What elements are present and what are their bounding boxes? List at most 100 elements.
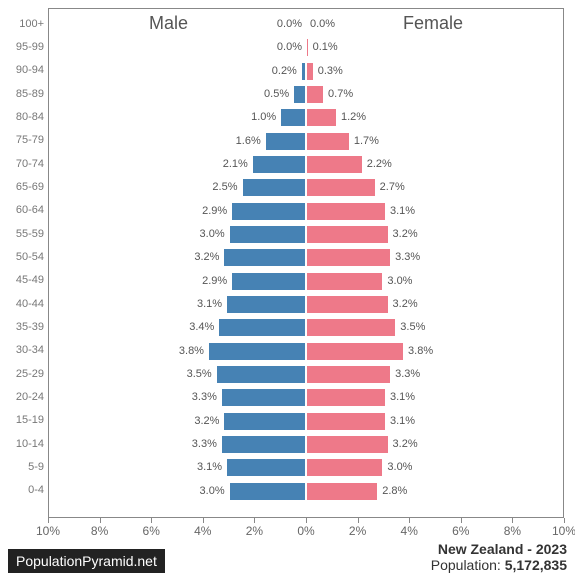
female-pct-label: 0.7% bbox=[328, 88, 353, 100]
age-group-label: 15-19 bbox=[0, 414, 44, 426]
x-tick-label: 6% bbox=[452, 524, 469, 538]
pyramid-row: 2.1% 2.2% bbox=[49, 153, 563, 176]
age-group-label: 45-49 bbox=[0, 274, 44, 286]
female-pct-label: 3.1% bbox=[390, 391, 415, 403]
male-pct-label: 2.9% bbox=[202, 205, 227, 217]
age-group-label: 80-84 bbox=[0, 111, 44, 123]
male-bar bbox=[231, 202, 306, 221]
female-pct-label: 2.2% bbox=[367, 158, 392, 170]
age-group-label: 60-64 bbox=[0, 204, 44, 216]
source-badge[interactable]: PopulationPyramid.net bbox=[8, 549, 165, 573]
age-group-label: 85-89 bbox=[0, 88, 44, 100]
x-tick-mark bbox=[409, 518, 410, 523]
age-group-label: 40-44 bbox=[0, 298, 44, 310]
male-bar bbox=[231, 272, 306, 291]
population-label: Population: bbox=[431, 557, 505, 573]
female-pct-label: 3.3% bbox=[395, 368, 420, 380]
pyramid-row: 3.8%3.8% bbox=[49, 340, 563, 363]
pyramid-rows: 0.0% 0.0% 0.0%0.1%0.2%0.3% 0.5% 0.7% 1.0% 1.2%… bbox=[49, 13, 563, 503]
x-tick-label: 10% bbox=[552, 524, 575, 538]
female-bar bbox=[306, 365, 391, 384]
male-bar bbox=[229, 482, 306, 501]
male-pct-label: 0.2% bbox=[272, 65, 297, 77]
female-bar bbox=[306, 85, 324, 104]
age-group-label: 20-24 bbox=[0, 391, 44, 403]
female-bar bbox=[306, 412, 386, 431]
x-tick-mark bbox=[48, 518, 49, 523]
male-pct-label: 3.0% bbox=[200, 228, 225, 240]
pyramid-row: 0.0%0.1% bbox=[49, 36, 563, 59]
female-bar bbox=[306, 388, 386, 407]
x-tick-label: 0% bbox=[297, 524, 314, 538]
pyramid-row: 3.4% 3.5% bbox=[49, 316, 563, 339]
male-pct-label: 3.3% bbox=[192, 391, 217, 403]
pyramid-row: 3.0% 2.8% bbox=[49, 480, 563, 503]
pyramid-row: 3.1%3.0% bbox=[49, 456, 563, 479]
male-bar bbox=[223, 412, 306, 431]
x-tick-label: 2% bbox=[349, 524, 366, 538]
age-group-label: 90-94 bbox=[0, 64, 44, 76]
female-pct-label: 0.0% bbox=[310, 18, 335, 30]
x-tick-label: 8% bbox=[91, 524, 108, 538]
x-tick-mark bbox=[100, 518, 101, 523]
age-group-label: 10-14 bbox=[0, 438, 44, 450]
age-group-label: 5-9 bbox=[0, 461, 44, 473]
male-pct-label: 2.1% bbox=[223, 158, 248, 170]
male-bar bbox=[216, 365, 306, 384]
male-bar bbox=[252, 155, 306, 174]
x-tick-mark bbox=[512, 518, 513, 523]
female-bar bbox=[306, 458, 383, 477]
male-bar bbox=[208, 342, 306, 361]
male-bar bbox=[229, 225, 306, 244]
x-tick-mark bbox=[564, 518, 565, 523]
female-pct-label: 3.8% bbox=[408, 345, 433, 357]
female-bar bbox=[306, 225, 389, 244]
female-pct-label: 3.5% bbox=[400, 321, 425, 333]
male-bar bbox=[223, 248, 306, 267]
male-pct-label: 2.5% bbox=[212, 181, 237, 193]
x-tick-label: 10% bbox=[36, 524, 60, 538]
x-tick-mark bbox=[306, 518, 307, 523]
x-tick-mark bbox=[151, 518, 152, 523]
male-pct-label: 0.5% bbox=[264, 88, 289, 100]
female-bar bbox=[306, 202, 386, 221]
pyramid-chart: Male Female 0.0%0.0%0.0%0.1%0.2%0.3%0.5%… bbox=[48, 8, 564, 518]
female-pct-label: 1.2% bbox=[341, 111, 366, 123]
age-group-label: 50-54 bbox=[0, 251, 44, 263]
chart-meta: New Zealand - 2023 Population: 5,172,835 bbox=[431, 541, 567, 573]
female-pct-label: 2.7% bbox=[380, 181, 405, 193]
x-tick-mark bbox=[203, 518, 204, 523]
x-axis: 10%8%6%4%2%0%2%4%6%8%10% bbox=[48, 520, 564, 540]
pyramid-row: 2.5% 2.7% bbox=[49, 176, 563, 199]
female-bar bbox=[306, 342, 404, 361]
female-bar bbox=[306, 108, 337, 127]
female-bar bbox=[306, 318, 396, 337]
male-bar bbox=[221, 435, 306, 454]
pyramid-row: 3.3% 3.1% bbox=[49, 386, 563, 409]
x-tick-label: 8% bbox=[504, 524, 521, 538]
female-pct-label: 3.2% bbox=[393, 298, 418, 310]
pyramid-row: 0.2%0.3% bbox=[49, 60, 563, 83]
female-pct-label: 2.8% bbox=[382, 485, 407, 497]
female-bar bbox=[306, 295, 389, 314]
male-pct-label: 3.4% bbox=[189, 321, 214, 333]
x-tick-label: 2% bbox=[246, 524, 263, 538]
female-bar bbox=[306, 155, 363, 174]
x-tick-label: 4% bbox=[401, 524, 418, 538]
age-group-label: 95-99 bbox=[0, 41, 44, 53]
age-group-label: 25-29 bbox=[0, 368, 44, 380]
female-bar bbox=[306, 62, 314, 81]
male-pct-label: 3.0% bbox=[200, 485, 225, 497]
male-bar bbox=[226, 295, 306, 314]
female-pct-label: 3.2% bbox=[393, 228, 418, 240]
pyramid-row: 3.2%3.3% bbox=[49, 246, 563, 269]
female-bar bbox=[306, 38, 309, 57]
male-pct-label: 1.0% bbox=[251, 111, 276, 123]
age-group-label: 35-39 bbox=[0, 321, 44, 333]
x-tick-label: 4% bbox=[194, 524, 211, 538]
male-pct-label: 1.6% bbox=[236, 135, 261, 147]
x-tick-mark bbox=[461, 518, 462, 523]
age-group-label: 0-4 bbox=[0, 484, 44, 496]
female-pct-label: 0.1% bbox=[313, 41, 338, 53]
male-pct-label: 0.0% bbox=[277, 18, 302, 30]
